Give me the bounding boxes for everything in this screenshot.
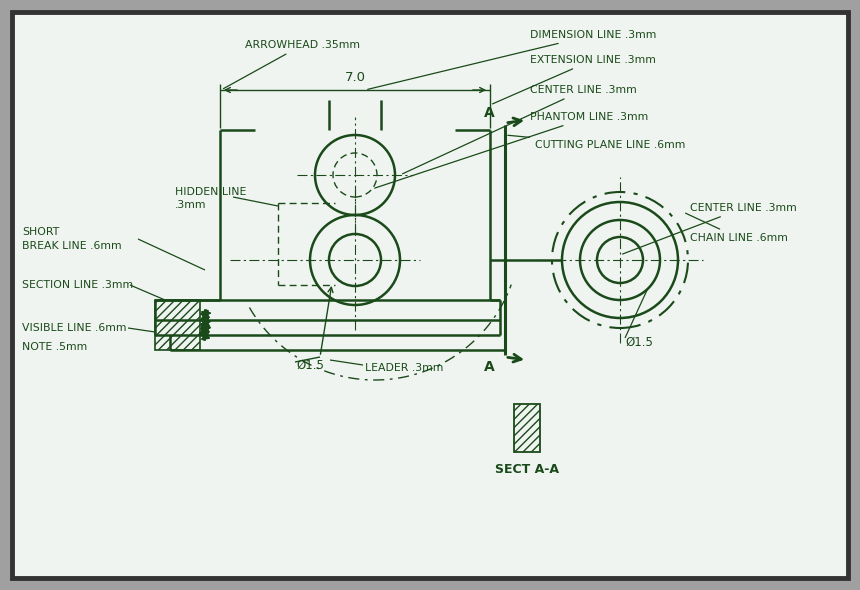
Text: CENTER LINE .3mm: CENTER LINE .3mm [623,203,796,254]
Text: 7.0: 7.0 [345,71,366,84]
Text: VISIBLE LINE .6mm: VISIBLE LINE .6mm [22,323,126,333]
Text: EXTENSION LINE .3mm: EXTENSION LINE .3mm [493,55,656,104]
Text: ARROWHEAD .35mm: ARROWHEAD .35mm [224,40,360,88]
Text: CUTTING PLANE LINE .6mm: CUTTING PLANE LINE .6mm [507,135,685,150]
Text: SECTION LINE .3mm: SECTION LINE .3mm [22,280,133,290]
Text: CENTER LINE .3mm: CENTER LINE .3mm [402,85,636,174]
Text: SECT A-A: SECT A-A [495,463,559,476]
Text: CHAIN LINE .6mm: CHAIN LINE .6mm [685,213,788,243]
Text: DIMENSION LINE .3mm: DIMENSION LINE .3mm [368,30,656,89]
Text: Ø1.5: Ø1.5 [296,359,324,372]
Text: LEADER .3mm: LEADER .3mm [365,363,444,373]
Text: A: A [483,360,494,374]
Text: A: A [483,106,494,120]
Text: .3mm: .3mm [175,200,206,210]
Text: BREAK LINE .6mm: BREAK LINE .6mm [22,241,121,251]
Bar [514,404,540,452]
Text: SHORT: SHORT [22,227,59,237]
Text: Ø1.5: Ø1.5 [625,336,653,349]
Text: HIDDEN LINE: HIDDEN LINE [175,187,246,197]
Text: NOTE .5mm: NOTE .5mm [22,342,87,352]
Bar [155,300,200,350]
Text: PHANTOM LINE .3mm: PHANTOM LINE .3mm [375,112,648,188]
